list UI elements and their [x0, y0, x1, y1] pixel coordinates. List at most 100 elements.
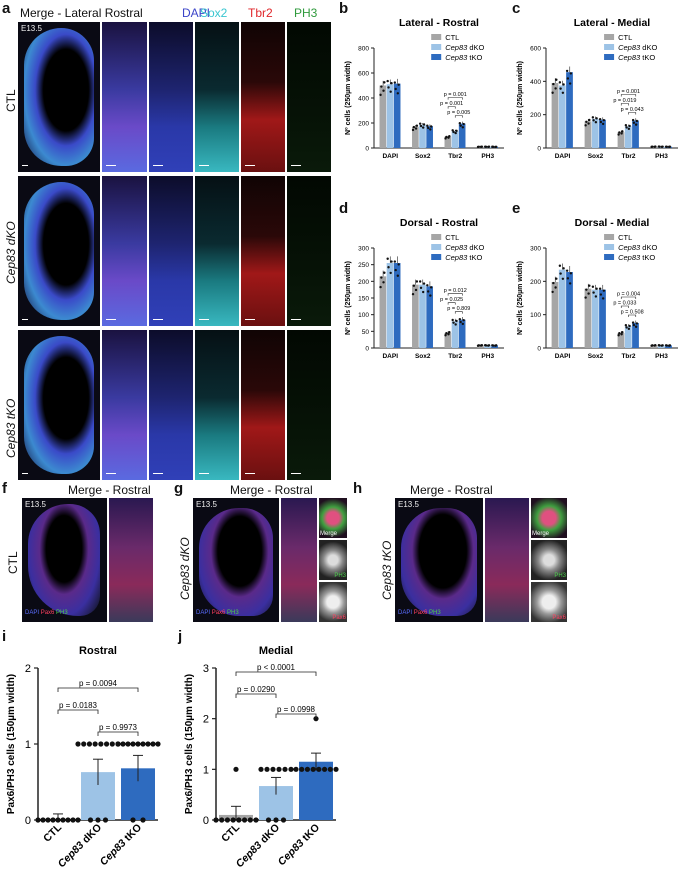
- data-point: [491, 344, 495, 347]
- scale-bar: [199, 472, 209, 474]
- data-point: [635, 322, 639, 325]
- y-tick-label: 600: [358, 71, 369, 78]
- data-point: [458, 317, 462, 321]
- data-point: [233, 766, 239, 772]
- p-value-label: p = 0.809: [447, 306, 470, 312]
- data-point: [555, 78, 558, 81]
- bar: [426, 126, 433, 148]
- panel-f-row-label: CTL: [6, 551, 20, 574]
- p-value-label: p = 0.001: [444, 92, 467, 98]
- chart-title: Rostral: [79, 645, 117, 657]
- data-point: [150, 741, 156, 747]
- data-point: [426, 124, 429, 127]
- bar: [444, 333, 452, 348]
- p-value-label: p = 0.001: [440, 101, 463, 107]
- data-point: [120, 741, 126, 747]
- legend-swatch: [431, 54, 442, 60]
- data-point: [559, 272, 562, 275]
- row-3-channel-image-3: [195, 330, 239, 480]
- data-point: [554, 286, 557, 289]
- data-point: [258, 766, 264, 772]
- data-point: [70, 817, 76, 823]
- data-point: [621, 130, 624, 133]
- panel-label-i: i: [2, 628, 7, 645]
- data-point: [565, 269, 569, 272]
- bar: [624, 126, 632, 148]
- data-point: [618, 131, 621, 134]
- legend-swatch: [431, 254, 442, 260]
- chart-j: Medial 0 1 2 3 Pax6/PH3 cells (150µm width) CT…: [184, 645, 339, 870]
- data-point: [125, 741, 131, 747]
- x-tick-label: Cep83 tKO: [276, 822, 322, 868]
- row-2-channel-image-4: [241, 176, 285, 326]
- legend-genotype: dKO: [467, 243, 484, 252]
- data-point: [585, 120, 588, 123]
- p-value-label: p = 0.012: [444, 288, 467, 294]
- scale-bar: [291, 164, 301, 166]
- data-point: [414, 127, 418, 130]
- data-point: [447, 333, 450, 336]
- data-point: [103, 741, 110, 747]
- legend-gene: Cep83: [445, 253, 468, 262]
- bar: [419, 284, 426, 348]
- data-point: [264, 766, 270, 772]
- row-2-channel-image-1: [102, 176, 147, 326]
- row-label-ctl: CTL: [4, 89, 18, 112]
- legend-swatch: [431, 234, 442, 240]
- p-value-label: p = 0.0998: [277, 705, 316, 714]
- row-2-channel-image-5: [287, 176, 331, 326]
- data-point: [293, 766, 299, 772]
- data-point: [313, 716, 319, 722]
- data-point: [397, 83, 400, 86]
- significance-bracket: [447, 293, 463, 296]
- data-point: [601, 297, 605, 300]
- bar: [558, 85, 566, 148]
- bar: [584, 121, 592, 148]
- legend-gene: Cep83: [618, 243, 641, 252]
- legend-swatch: [604, 254, 615, 260]
- panel-label-d: d: [339, 200, 349, 217]
- data-point: [554, 87, 557, 90]
- data-point: [418, 280, 422, 283]
- data-point: [668, 344, 672, 347]
- p-value-label: p = 0.0290: [237, 685, 276, 694]
- data-point: [569, 72, 573, 75]
- x-tick-label: DAPI: [555, 353, 571, 360]
- chart-e: Dorsal - Medial 0 100 200 300 Nº cells (250µm…: [517, 217, 678, 360]
- data-point: [419, 286, 423, 290]
- data-point: [587, 122, 590, 125]
- data-point: [92, 741, 98, 747]
- y-tick-label: 400: [530, 79, 541, 86]
- significance-bracket: [620, 103, 629, 106]
- data-point: [321, 766, 328, 772]
- data-point: [594, 295, 598, 298]
- panel-g-overview-image: E13.5 DAPI Pax6 PH3: [193, 498, 279, 622]
- data-point: [620, 333, 623, 336]
- x-tick-genotype: tKO: [298, 822, 322, 846]
- data-point: [634, 123, 638, 126]
- data-point: [462, 122, 465, 126]
- legend-label: Cep83 dKO: [618, 243, 657, 252]
- panel-label-b: b: [339, 0, 349, 17]
- y-tick-label: 2: [25, 663, 31, 675]
- chart-title: Medial: [259, 645, 293, 657]
- data-point: [584, 124, 587, 127]
- data-point: [635, 119, 639, 123]
- panel-h-inset-ph3: PH3: [531, 540, 567, 580]
- data-point: [654, 145, 657, 148]
- x-tick-label: DAPI: [382, 153, 398, 160]
- data-point: [230, 817, 236, 823]
- data-point: [429, 128, 432, 131]
- chart-title: Dorsal - Rostral: [400, 217, 478, 229]
- legend-gene: Cep83: [618, 43, 641, 52]
- scale-bar: [22, 472, 28, 474]
- scale-bar: [245, 472, 255, 474]
- bar: [412, 126, 419, 148]
- legend-gene: Cep83: [445, 243, 468, 252]
- data-point: [620, 132, 623, 135]
- data-point: [397, 263, 400, 266]
- data-point: [35, 817, 41, 823]
- data-point: [253, 817, 259, 823]
- data-point: [387, 266, 390, 269]
- y-tick-label: 0: [365, 346, 369, 353]
